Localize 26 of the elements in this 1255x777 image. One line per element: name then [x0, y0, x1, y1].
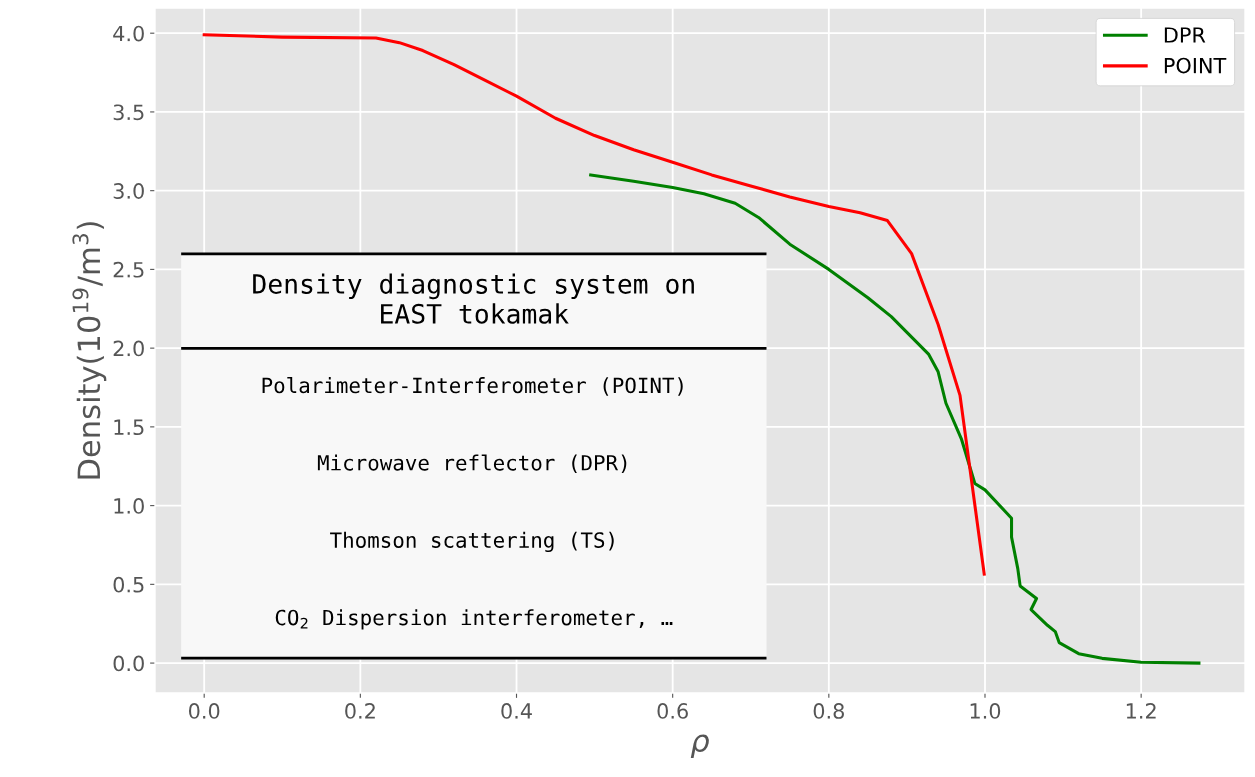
- y-axis-title: Density(10$^{19}$/m$^{3}$): [72, 222, 107, 479]
- y-tick-label: 0.0: [113, 655, 144, 672]
- line-series: [202, 33, 986, 576]
- annotation: Density diagnostic system on EAST tokamak: [253, 273, 694, 324]
- y-tick-label: 1.5: [114, 419, 144, 436]
- x-tick-label: 1.2: [1126, 703, 1156, 719]
- y-tick-label: 4.0: [113, 25, 144, 42]
- x-tick-label: 0.6: [657, 703, 688, 719]
- y-tick-label: 0.5: [113, 576, 144, 593]
- x-tick-label: 0.8: [813, 703, 844, 719]
- y-tick-label: 3.5: [113, 104, 144, 121]
- x-tick-label: 0.2: [345, 703, 375, 719]
- legend-label: DPR: [1164, 27, 1206, 43]
- x-tick-label: 0.0: [189, 703, 220, 719]
- annotation: CO$_{2}$ Dispersion interferometer, …: [275, 609, 673, 630]
- y-tick-label: 3.0: [113, 183, 144, 199]
- y-tick-label: 2.5: [113, 261, 144, 278]
- annotation: Thomson scattering (TS): [330, 531, 614, 553]
- x-tick-label: 0.4: [501, 703, 532, 719]
- annotation: Microwave reflector (DPR): [317, 454, 627, 474]
- y-tick-label: 2.0: [113, 340, 144, 357]
- x-axis-title: ρ: [690, 734, 709, 759]
- legend-label: POINT: [1164, 57, 1227, 74]
- y-tick-label: 1.0: [114, 498, 144, 514]
- annotation: Polarimeter-Interferometer (POINT): [262, 377, 683, 396]
- x-tick-label: 1.0: [970, 703, 1001, 719]
